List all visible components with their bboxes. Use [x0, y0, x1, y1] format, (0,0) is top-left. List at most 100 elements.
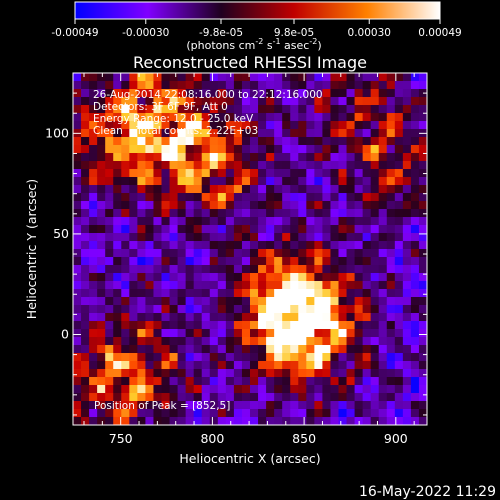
heatmap-cell — [81, 297, 90, 306]
heatmap-cell — [338, 313, 348, 322]
heatmap-cell — [362, 321, 372, 330]
heatmap-cell — [225, 297, 235, 306]
heatmap-cell — [81, 105, 90, 114]
heatmap-cell — [298, 121, 307, 130]
heatmap-cell — [145, 161, 155, 170]
heatmap-cell — [225, 249, 235, 258]
heatmap-cell — [258, 417, 267, 425]
heatmap-cell — [225, 305, 235, 314]
heatmap-cell — [282, 105, 291, 114]
heatmap-cell — [394, 121, 404, 130]
heatmap-cell — [274, 169, 283, 178]
heatmap-cell — [121, 145, 130, 154]
heatmap-cell — [209, 297, 219, 306]
heatmap-cell — [314, 305, 324, 314]
heatmap-cell — [105, 273, 114, 282]
heatmap-cell — [137, 369, 147, 378]
heatmap-cell — [137, 225, 147, 234]
heatmap-cell — [145, 337, 155, 346]
heatmap-cell — [105, 233, 114, 242]
heatmap-cell — [258, 153, 267, 162]
heatmap-cell — [113, 385, 122, 394]
colorbar-tick-label: 0.00030 — [348, 27, 391, 39]
heatmap-cell — [137, 401, 147, 410]
heatmap-cell — [217, 265, 227, 274]
heatmap-cell — [233, 121, 243, 130]
y-tick-label: 50 — [53, 226, 69, 241]
heatmap-cell — [129, 73, 138, 82]
heatmap-cell — [233, 153, 243, 162]
heatmap-cell — [241, 233, 251, 242]
heatmap-cell — [217, 209, 227, 218]
heatmap-cell — [225, 153, 235, 162]
heatmap-cell — [338, 193, 348, 202]
x-tick-label: 850 — [292, 431, 316, 446]
heatmap-cell — [73, 169, 82, 178]
heatmap-cell — [338, 153, 348, 162]
heatmap-cell — [241, 217, 251, 226]
heatmap-cell — [298, 281, 307, 290]
heatmap-cell — [97, 217, 106, 226]
heatmap-cell — [298, 361, 307, 370]
heatmap-cell — [314, 329, 324, 338]
heatmap-cell — [306, 81, 315, 90]
heatmap-cell — [193, 377, 203, 386]
heatmap-cell — [193, 393, 203, 402]
heatmap-cell — [410, 265, 420, 274]
heatmap-cell — [362, 225, 372, 234]
heatmap-cell — [338, 225, 348, 234]
heatmap-cell — [258, 377, 267, 386]
heatmap-cell — [418, 409, 427, 418]
heatmap-cell — [250, 81, 259, 90]
heatmap-cell — [290, 233, 299, 242]
heatmap-cell — [209, 273, 219, 282]
heatmap-cell — [177, 113, 187, 122]
heatmap-cell — [362, 233, 372, 242]
heatmap-cell — [250, 249, 259, 258]
heatmap-cell — [370, 225, 380, 234]
heatmap-cell — [169, 81, 179, 90]
heatmap-cell — [137, 121, 147, 130]
heatmap-cell — [290, 249, 299, 258]
heatmap-cell — [402, 249, 412, 258]
heatmap-cell — [250, 161, 259, 170]
heatmap-cell — [105, 241, 114, 250]
heatmap-cell — [241, 273, 251, 282]
heatmap-cell — [105, 281, 114, 290]
heatmap-cell — [81, 305, 90, 314]
heatmap-cell — [338, 289, 348, 298]
heatmap-cell — [201, 385, 211, 394]
heatmap-cell — [370, 281, 380, 290]
heatmap-cell — [73, 345, 82, 354]
heatmap-cell — [145, 137, 155, 146]
heatmap-cell — [89, 289, 98, 298]
heatmap-cell — [185, 409, 195, 418]
heatmap-cell — [169, 345, 179, 354]
heatmap-cell — [153, 129, 163, 138]
heatmap-cell — [314, 73, 324, 82]
heatmap-cell — [73, 385, 82, 394]
heatmap-cell — [73, 225, 82, 234]
heatmap-cell — [266, 321, 275, 330]
heatmap-cell — [290, 337, 299, 346]
heatmap-cell — [241, 361, 251, 370]
heatmap-cell — [410, 121, 420, 130]
heatmap-cell — [177, 201, 187, 210]
heatmap-cell — [330, 361, 340, 370]
heatmap-cell — [322, 265, 332, 274]
heatmap-cell — [121, 401, 130, 410]
heatmap-cell — [402, 305, 412, 314]
heatmap-cell — [418, 345, 427, 354]
heatmap-cell — [290, 185, 299, 194]
heatmap-cell — [161, 321, 171, 330]
heatmap-cell — [193, 257, 203, 266]
heatmap-cell — [185, 345, 195, 354]
heatmap-cell — [338, 137, 348, 146]
heatmap-cell — [346, 201, 356, 210]
heatmap-cell — [169, 89, 179, 98]
heatmap-cell — [410, 233, 420, 242]
heatmap-cell — [314, 377, 324, 386]
heatmap-cell — [290, 129, 299, 138]
heatmap-cell — [177, 417, 187, 425]
heatmap-cell — [169, 337, 179, 346]
